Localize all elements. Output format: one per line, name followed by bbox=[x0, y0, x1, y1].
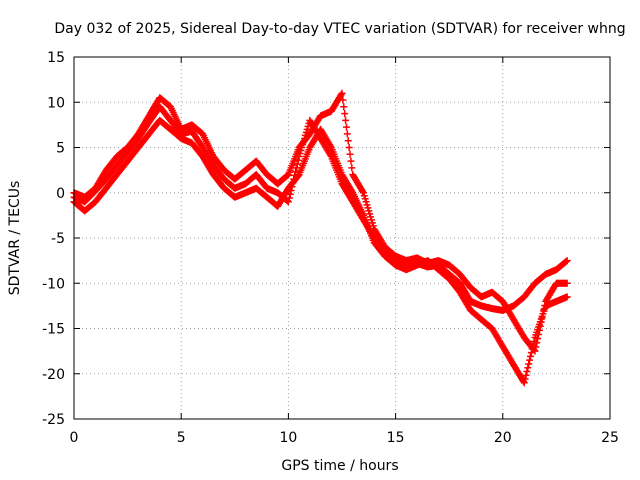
data-point bbox=[343, 130, 351, 138]
data-point bbox=[359, 187, 367, 195]
data-point bbox=[346, 150, 354, 158]
data-point bbox=[563, 293, 571, 301]
y-tick-label: -10 bbox=[42, 276, 65, 292]
grid-layer bbox=[74, 57, 610, 419]
data-point bbox=[563, 279, 571, 287]
data-point bbox=[524, 364, 532, 372]
y-tick-label: 5 bbox=[56, 141, 65, 157]
data-point bbox=[520, 379, 528, 387]
data-point bbox=[535, 326, 543, 334]
y-tick-label: -20 bbox=[42, 367, 65, 383]
data-point bbox=[523, 367, 531, 375]
series-satellite-track-3 bbox=[70, 89, 571, 355]
y-tick-label: 0 bbox=[56, 186, 65, 202]
data-point bbox=[534, 335, 542, 343]
x-tick-label: 25 bbox=[601, 430, 619, 446]
x-tick-label: 0 bbox=[70, 430, 79, 446]
data-point bbox=[341, 110, 349, 118]
data-point bbox=[284, 198, 292, 206]
y-tick-label: -5 bbox=[51, 231, 65, 247]
x-tick-label: 10 bbox=[279, 430, 297, 446]
data-point bbox=[541, 301, 549, 309]
y-tick-label: -15 bbox=[42, 322, 65, 338]
data-point bbox=[526, 356, 534, 364]
data-point bbox=[538, 314, 546, 322]
data-point bbox=[292, 168, 300, 176]
x-tick-label: 5 bbox=[177, 430, 186, 446]
data-point bbox=[532, 343, 540, 351]
data-point bbox=[539, 310, 547, 318]
ticks-layer: 0 5 10 15 20 25 -25 -20 -15 -10 -5 0 5 10 15 bbox=[42, 50, 619, 446]
data-point bbox=[344, 137, 352, 145]
data-point bbox=[563, 257, 571, 265]
data-point bbox=[536, 322, 544, 330]
data-point bbox=[531, 347, 539, 355]
data-point bbox=[293, 160, 301, 168]
data-point bbox=[326, 142, 334, 150]
data-point bbox=[294, 156, 302, 164]
data-point bbox=[522, 371, 530, 379]
data-point bbox=[521, 375, 529, 383]
data-point bbox=[525, 360, 533, 368]
x-axis-label: GPS time / hours bbox=[281, 458, 398, 474]
series-satellite-track-2 bbox=[70, 116, 571, 387]
data-point bbox=[338, 89, 346, 97]
data-point bbox=[342, 123, 350, 131]
y-axis-label: SDTVAR / TECUs bbox=[7, 181, 23, 296]
plot-frame bbox=[73, 56, 611, 420]
data-point bbox=[562, 257, 570, 265]
chart-title: Day 032 of 2025, Sidereal Day-to-day VTE… bbox=[54, 21, 625, 37]
data-layer bbox=[70, 89, 571, 387]
y-tick-label: 15 bbox=[47, 50, 65, 66]
x-tick-label: 20 bbox=[494, 430, 512, 446]
data-point bbox=[337, 91, 345, 99]
data-point bbox=[347, 157, 355, 165]
data-point bbox=[533, 339, 541, 347]
data-point bbox=[535, 331, 543, 339]
data-point bbox=[340, 103, 348, 111]
data-point bbox=[342, 116, 350, 124]
data-point bbox=[526, 352, 534, 360]
y-tick-label: 10 bbox=[47, 95, 65, 111]
x-tick-label: 15 bbox=[387, 430, 405, 446]
data-point bbox=[537, 318, 545, 326]
y-tick-label: -25 bbox=[42, 412, 65, 428]
data-point bbox=[285, 194, 293, 202]
data-point bbox=[540, 306, 548, 314]
data-point bbox=[339, 96, 347, 104]
data-point bbox=[348, 164, 356, 172]
data-point bbox=[345, 144, 353, 151]
